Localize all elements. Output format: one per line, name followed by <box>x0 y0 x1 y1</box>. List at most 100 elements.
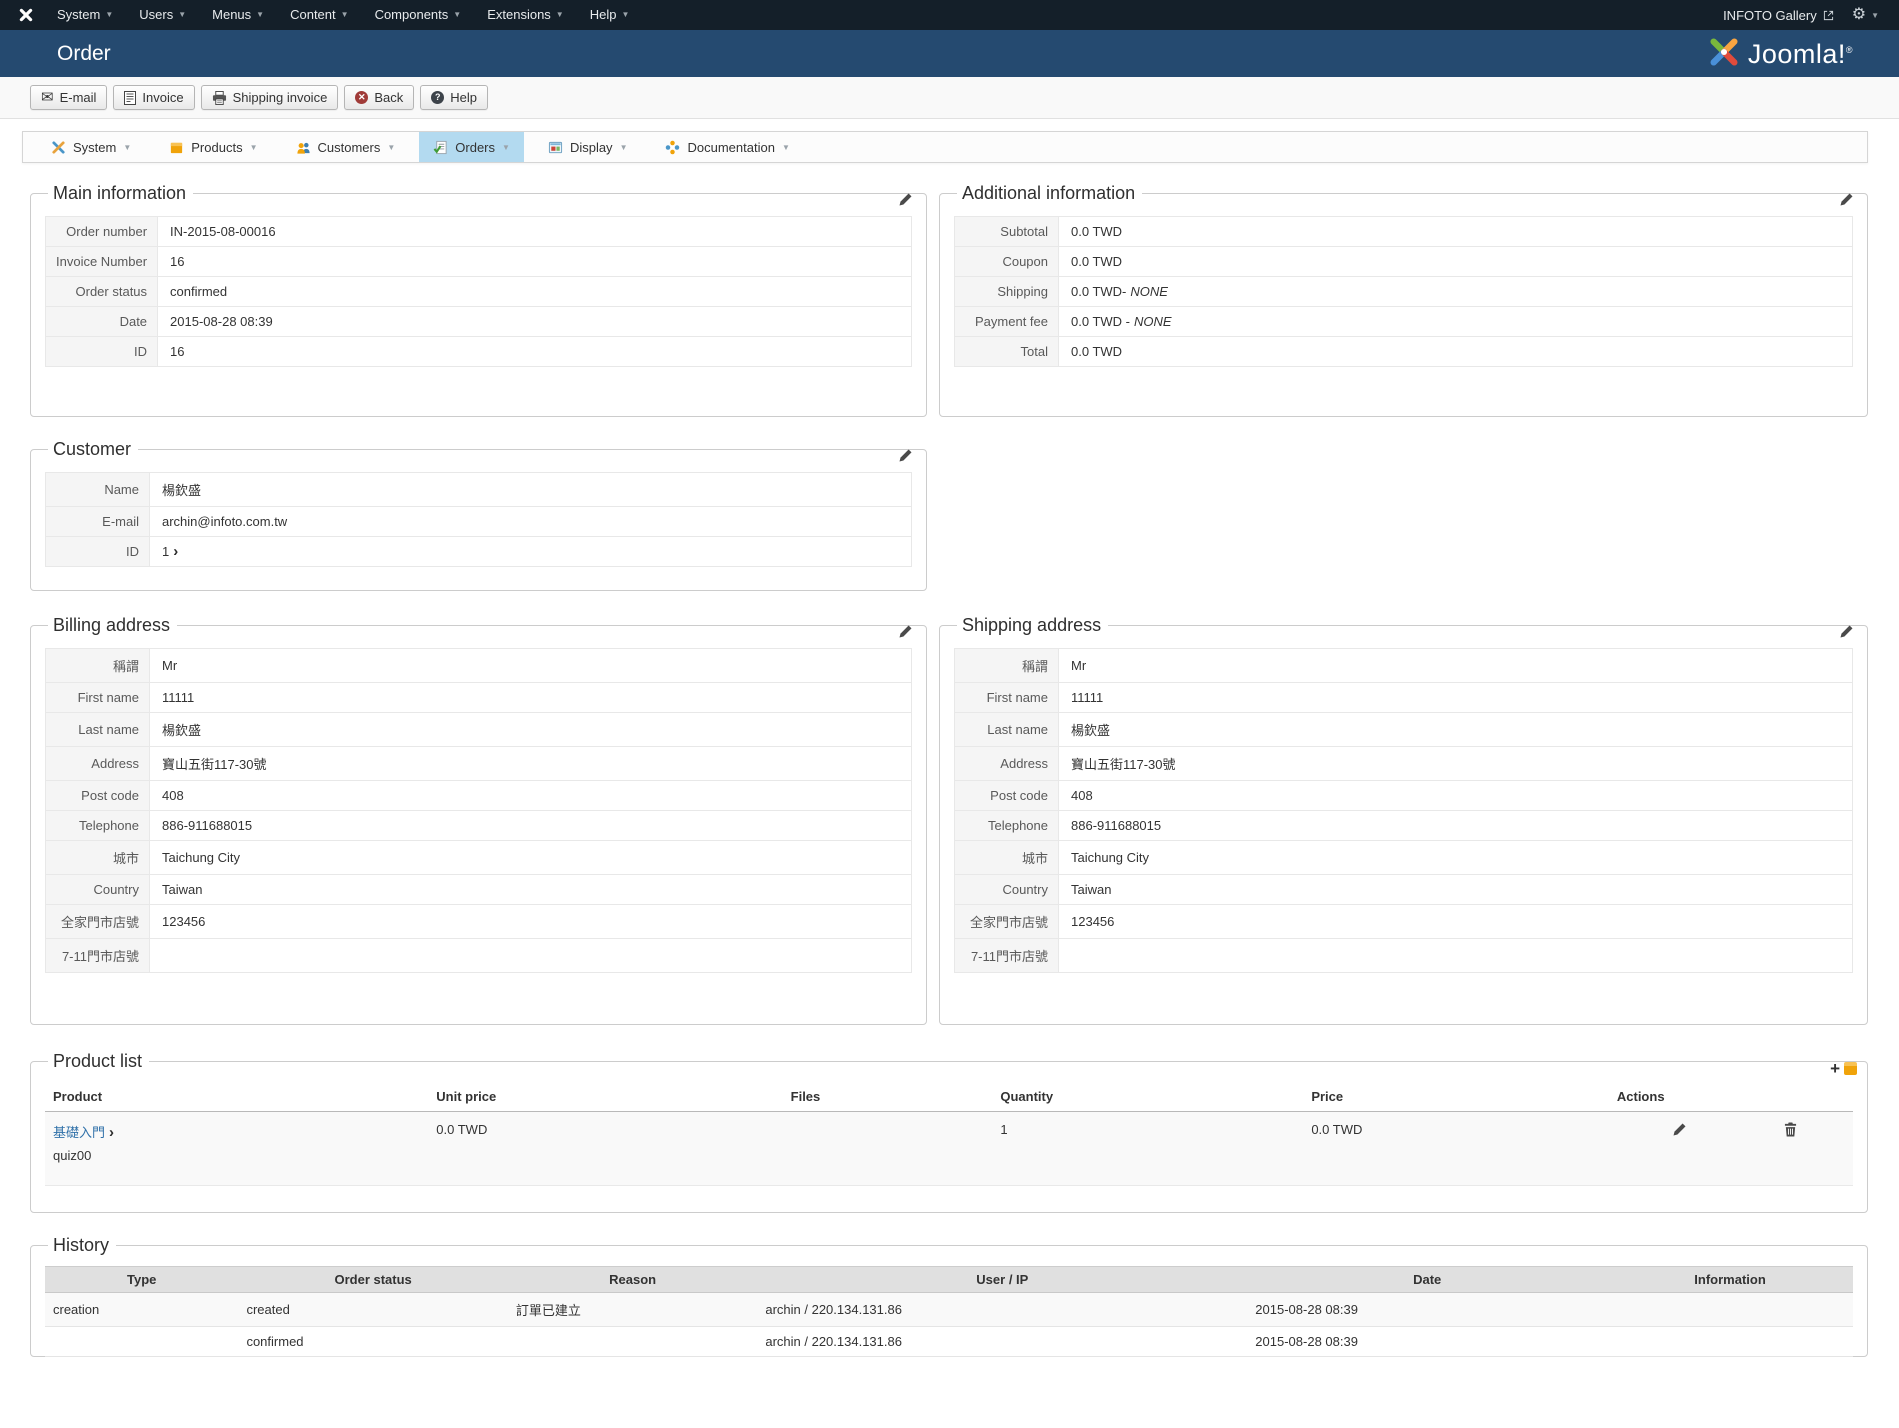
field-value <box>149 938 912 973</box>
admin-menu-item[interactable]: Content ▼ <box>277 0 361 30</box>
shipping-address-panel: Shipping address 稱謂 Mr First name 1 <box>939 615 1868 1025</box>
column-header: Order status <box>238 1266 508 1293</box>
billing-address-panel: Billing address 稱謂 Mr First name 11 <box>30 615 927 1025</box>
table-row: Telephone 886-911688015 <box>45 810 912 841</box>
field-label: Coupon <box>954 246 1059 277</box>
field-label: 稱謂 <box>954 648 1059 683</box>
admin-menu-item[interactable]: Components ▼ <box>362 0 475 30</box>
table-row: 稱謂 Mr <box>954 648 1853 683</box>
history-cell <box>1607 1326 1853 1357</box>
table-row: Address 寶山五街117-30號 <box>954 746 1853 781</box>
field-label: Order status <box>44 276 159 307</box>
trash-icon[interactable] <box>1784 1122 1797 1140</box>
field-value: 寶山五街117-30號 <box>149 746 912 781</box>
site-preview-link[interactable]: INFOTO Gallery <box>1723 8 1834 23</box>
table-row: 全家門市店號 123456 <box>45 904 912 939</box>
actions-cell <box>1608 1111 1853 1186</box>
table-row: First name 11111 <box>954 682 1853 713</box>
table-row: 全家門市店號 123456 <box>954 904 1853 939</box>
field-label: Date <box>44 306 159 337</box>
field-value: 886-911688015 <box>1058 810 1853 841</box>
shipping-address-table: 稱謂 Mr First name 11111 Last name 楊欽盛 <box>954 648 1853 973</box>
field-label: 城市 <box>954 840 1059 875</box>
table-row: 城市 Taichung City <box>45 840 912 875</box>
panel-legend: Main information <box>53 183 187 203</box>
column-header: Reason <box>507 1266 758 1293</box>
field-value: 16 <box>157 336 912 367</box>
field-value: 123456 <box>1058 904 1853 939</box>
chevron-down-icon: ▼ <box>502 142 510 152</box>
history-cell: 訂單已建立 <box>507 1292 758 1327</box>
nav-item-documentation[interactable]: Documentation ▼ <box>651 132 803 162</box>
invoice-button[interactable]: Invoice <box>113 85 195 110</box>
additional-information-panel: Additional information Subtotal 0.0 TWD … <box>939 183 1868 417</box>
field-value: Mr <box>1058 648 1853 683</box>
field-value: Mr <box>149 648 912 683</box>
field-value: 1 › <box>149 536 912 567</box>
column-header: Information <box>1607 1266 1853 1293</box>
nav-item-products[interactable]: Products ▼ <box>155 132 271 162</box>
panel-legend: Customer <box>53 439 132 459</box>
field-label: Name <box>45 472 150 507</box>
field-value <box>1058 938 1853 973</box>
edit-pencil-icon[interactable] <box>1839 624 1854 644</box>
table-row: ID 16 <box>44 336 912 367</box>
admin-menu-item[interactable]: Extensions ▼ <box>474 0 577 30</box>
edit-pencil-icon[interactable] <box>1672 1122 1687 1140</box>
history-row: confirmed archin / 220.134.131.86 2015-0… <box>45 1326 1853 1357</box>
product-code: quiz00 <box>53 1148 92 1163</box>
shipping-invoice-button[interactable]: Shipping invoice <box>200 85 339 110</box>
main-information-table: Order number IN-2015-08-00016 Invoice Nu… <box>44 216 912 367</box>
field-value: 11111 <box>1058 682 1853 713</box>
field-label: Address <box>954 746 1059 781</box>
column-header: User / IP <box>757 1266 1248 1293</box>
unit-price-cell: 0.0 TWD <box>428 1111 783 1186</box>
edit-pencil-icon[interactable] <box>1839 192 1854 212</box>
edit-pencil-icon[interactable] <box>898 192 913 212</box>
table-row: Total 0.0 TWD <box>954 336 1853 367</box>
admin-menu-item[interactable]: Users ▼ <box>126 0 199 30</box>
price-cell: 0.0 TWD <box>1303 1111 1609 1186</box>
admin-settings-menu[interactable]: ⚙ ▼ <box>1852 7 1879 23</box>
table-row: Last name 楊欽盛 <box>954 712 1853 747</box>
admin-menu-item[interactable]: System ▼ <box>44 0 126 30</box>
email-button[interactable]: ✉ E-mail <box>30 85 108 110</box>
admin-menu: System ▼ Users ▼ Menus ▼ Content ▼ Compo… <box>44 0 642 30</box>
nav-item-system[interactable]: System ▼ <box>37 132 145 162</box>
field-value: Taiwan <box>149 874 912 905</box>
edit-pencil-icon[interactable] <box>898 448 913 468</box>
field-label: Last name <box>954 712 1059 747</box>
help-button[interactable]: ? Help <box>420 85 488 110</box>
nav-item-orders[interactable]: Orders ▼ <box>419 132 524 162</box>
edit-pencil-icon[interactable] <box>898 624 913 644</box>
panel-legend: Product list <box>53 1051 143 1071</box>
product-package-icon[interactable] <box>1844 1062 1857 1075</box>
history-cell <box>1607 1292 1853 1327</box>
table-header-row: Product Unit price Files Quantity Price … <box>45 1082 1853 1112</box>
nav-item-customers[interactable]: Customers ▼ <box>282 132 410 162</box>
order-checklist-icon <box>433 140 448 155</box>
display-window-icon <box>548 140 563 155</box>
field-label: Last name <box>45 712 150 747</box>
field-label: Country <box>954 874 1059 905</box>
add-product-icon[interactable]: + <box>1830 1059 1840 1078</box>
admin-menu-item[interactable]: Menus ▼ <box>199 0 277 30</box>
chevron-down-icon: ▼ <box>249 142 258 152</box>
field-value: 0.0 TWD <box>1058 336 1853 367</box>
column-header: Type <box>45 1266 239 1293</box>
product-list-table: Product Unit price Files Quantity Price … <box>45 1082 1853 1186</box>
quantity-cell: 1 <box>992 1111 1304 1186</box>
table-row: Telephone 886-911688015 <box>954 810 1853 841</box>
envelope-icon: ✉ <box>41 89 54 106</box>
back-button[interactable]: ✕ Back <box>344 85 415 110</box>
history-table: Type Order status Reason User / IP Date … <box>45 1266 1853 1357</box>
panel-legend: History <box>53 1235 110 1255</box>
admin-menu-item[interactable]: Help ▼ <box>577 0 643 30</box>
product-link[interactable]: 基礎入門 <box>53 1125 106 1140</box>
nav-item-display[interactable]: Display ▼ <box>534 132 642 162</box>
field-label: E-mail <box>45 506 150 537</box>
field-label: 全家門市店號 <box>954 904 1059 939</box>
field-label: Telephone <box>954 810 1059 841</box>
field-label: Total <box>954 336 1059 367</box>
chevron-right-icon[interactable]: › <box>173 543 179 560</box>
